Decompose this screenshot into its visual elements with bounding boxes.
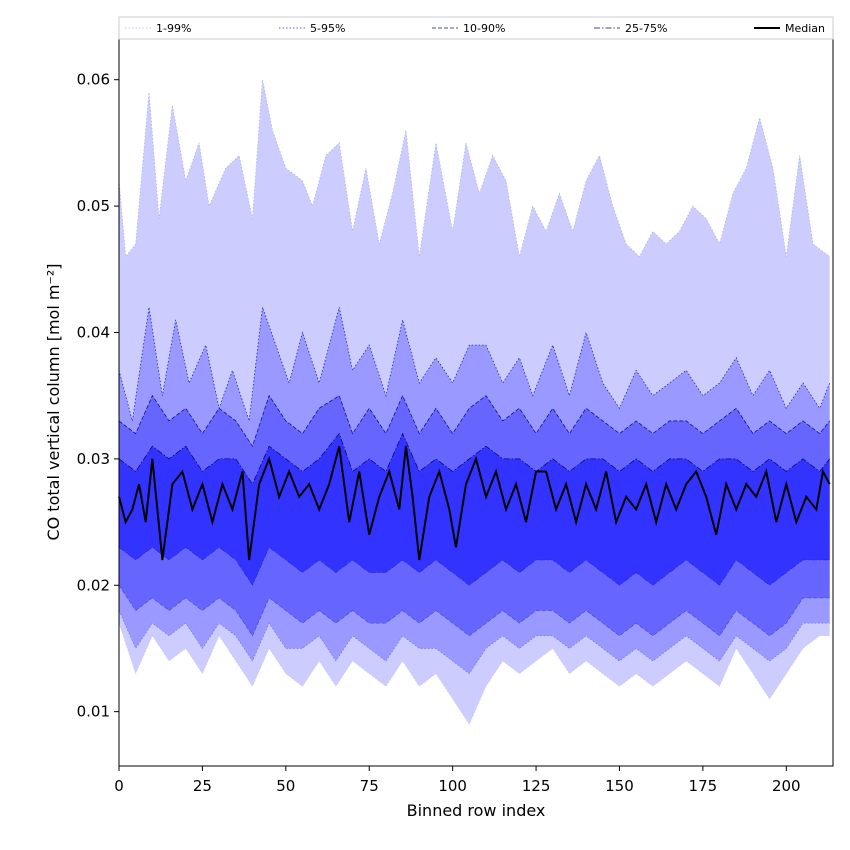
median-line-group — [118, 445, 831, 561]
legend: 1-99% 5-95% 10-90% 25-75% Median — [118, 16, 834, 40]
band-lower-line-3 — [118, 546, 830, 586]
percentile-bands — [118, 79, 831, 725]
band-lower-line-2 — [118, 585, 830, 637]
y-tick-label: 0.04 — [77, 323, 110, 341]
x-tick-label: 0 — [114, 777, 124, 795]
band-area-3 — [119, 433, 830, 586]
x-axis-ticks: 0 25 50 75 100 125 150 175 200 — [114, 766, 801, 795]
x-axis-label: Binned row index — [407, 801, 546, 820]
x-tick-label: 75 — [360, 777, 379, 795]
x-tick-label: 175 — [689, 777, 718, 795]
x-tick-label: 125 — [522, 777, 551, 795]
y-tick-label: 0.02 — [77, 576, 110, 594]
band-lower-line-1 — [118, 610, 830, 675]
band-upper-line-0 — [118, 79, 830, 258]
band-upper-line-2 — [118, 394, 830, 448]
y-tick-label: 0.03 — [77, 450, 110, 468]
legend-box — [118, 16, 834, 40]
x-tick-label: 100 — [438, 777, 467, 795]
y-axis-ticks: 0.01 0.02 0.03 0.04 0.05 0.06 — [77, 71, 119, 721]
legend-label: Median — [785, 22, 825, 35]
legend-label: 1-99% — [156, 22, 191, 35]
band-upper-line-3 — [118, 432, 830, 485]
x-tick-label: 150 — [605, 777, 634, 795]
y-tick-label: 0.05 — [77, 197, 110, 215]
x-tick-label: 50 — [276, 777, 295, 795]
y-axis-label: CO total vertical column [mol m⁻²] — [44, 263, 63, 540]
median-line — [118, 445, 831, 561]
y-tick-label: 0.01 — [77, 703, 110, 721]
band-lower-line-0 — [118, 623, 830, 725]
x-tick-label: 25 — [193, 777, 212, 795]
y-tick-label: 0.06 — [77, 71, 110, 89]
x-tick-label: 200 — [772, 777, 801, 795]
band-upper-line-1 — [118, 307, 831, 422]
legend-label: 25-75% — [625, 22, 667, 35]
legend-label: 5-95% — [310, 22, 345, 35]
legend-label: 10-90% — [463, 22, 505, 35]
